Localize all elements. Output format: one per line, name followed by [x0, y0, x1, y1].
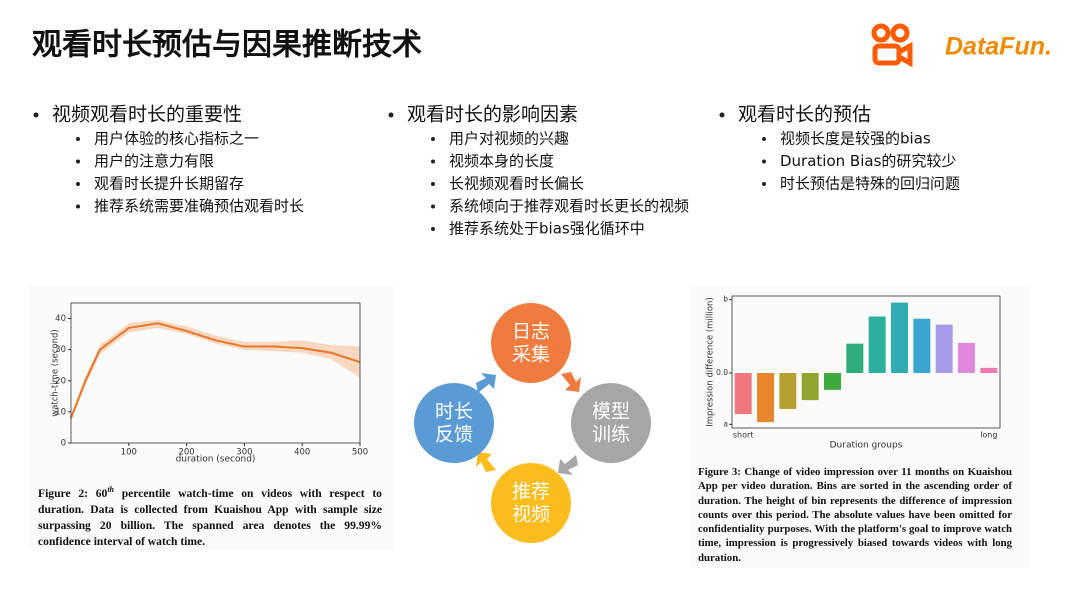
x-axis-label: duration (second) [176, 455, 256, 465]
y-tick-label: 0.0 [716, 368, 728, 377]
cycle-label: 反馈 [435, 424, 473, 446]
cycle-label: 日志 [512, 321, 550, 343]
bar [757, 373, 774, 423]
bullet-item: 用户对视频的兴趣 [449, 130, 569, 148]
figure-2-caption: Figure 2: 60th percentile watch-time on … [38, 482, 382, 550]
x-tick-label: 400 [294, 448, 310, 458]
bullet [431, 137, 435, 141]
bullet [431, 159, 435, 164]
bullet-item: 长视频观看时长偏长 [449, 175, 584, 193]
cycle-label: 时长 [435, 401, 473, 423]
bullet [762, 159, 766, 164]
caption-text: Figure 2: 60 [38, 486, 108, 500]
y-axis-label: Impression difference (million) [706, 297, 716, 427]
cycle-label: 模型 [592, 401, 630, 423]
plot-frame [70, 302, 361, 444]
bar [980, 367, 998, 373]
bullet-item: 视频长度是较强的bias [780, 130, 931, 148]
y-tick-label: 20 [55, 376, 66, 386]
y-tick-label: a [723, 419, 728, 428]
x-tick-label: 300 [236, 448, 252, 458]
bar [779, 373, 797, 409]
bullet [388, 112, 394, 118]
bullet [76, 137, 80, 141]
caption-text: percentile watch-time on videos with res… [38, 486, 382, 548]
column-heading: 视频观看时长的重要性 [52, 104, 242, 126]
cycle-label: 视频 [512, 504, 550, 526]
bullet-item: 观看时长提升长期留存 [94, 175, 244, 193]
y-tick-label: 40 [55, 314, 66, 324]
x-tick-label: short [733, 431, 754, 440]
bullet-item: 用户体验的核心指标之一 [94, 130, 259, 148]
bullet-item: 推荐系统需要准确预估观看时长 [94, 197, 304, 215]
x-tick-label: long [980, 431, 997, 440]
figure-3-bg [690, 285, 1030, 568]
bar [734, 373, 752, 415]
cycle-label: 采集 [512, 344, 550, 366]
figure-2-bg [28, 285, 394, 550]
bar [935, 324, 953, 373]
bar [846, 343, 864, 373]
cycle-node [491, 463, 571, 543]
bullet-item: Duration Bias的研究较少 [780, 152, 956, 170]
bullet [76, 182, 80, 186]
x-tick-label: 100 [121, 448, 137, 458]
bar [891, 302, 908, 373]
y-tick-label: 10 [55, 407, 66, 417]
bullet [33, 112, 39, 118]
bar [868, 316, 886, 373]
bullet [762, 137, 766, 141]
bar [801, 373, 819, 401]
bullet-item: 推荐系统处于bias强化循环中 [449, 220, 645, 238]
bullet [76, 204, 80, 209]
bullet [762, 182, 766, 186]
bullet [431, 227, 435, 231]
y-axis-label: watch-time (second) [51, 329, 61, 416]
y-tick-label: b [723, 295, 728, 304]
bullet [719, 112, 725, 118]
bullet-item: 用户的注意力有限 [94, 152, 214, 170]
caption-sup: th [107, 485, 114, 494]
y-tick-label: 0 [61, 439, 66, 449]
x-tick-label: 500 [352, 448, 368, 458]
cycle-node [414, 383, 494, 463]
y-tick-label: 30 [55, 345, 66, 355]
bullet [431, 182, 435, 186]
bullet [76, 159, 80, 164]
x-axis-label: Duration groups [830, 441, 903, 451]
cycle-node [491, 303, 571, 383]
arrows [476, 372, 581, 475]
column-heading: 观看时长的预估 [738, 104, 871, 126]
slide-title: 观看时长预估与因果推断技术 [32, 28, 422, 63]
datafun-logo: DataFun. [945, 33, 1052, 61]
kuaishou-logo [871, 23, 913, 68]
bullet-item: 视频本身的长度 [449, 152, 554, 170]
confidence-band [71, 320, 360, 422]
bullet [431, 204, 435, 209]
figure-3-caption: Figure 3: Change of video impression ove… [698, 466, 1012, 564]
cycle-label: 推荐 [512, 481, 550, 503]
bar [913, 318, 931, 373]
bullet-item: 系统倾向于推荐观看时长更长的视频 [449, 197, 689, 215]
x-tick-label: 200 [178, 448, 194, 458]
bar [824, 373, 841, 390]
bullet-item: 时长预估是特殊的回归问题 [780, 175, 960, 193]
cycle-node [571, 383, 651, 463]
plot-frame [731, 295, 1001, 429]
bar [958, 342, 975, 373]
cycle-label: 训练 [592, 424, 630, 446]
column-heading: 观看时长的影响因素 [407, 104, 578, 126]
line [70, 322, 361, 419]
